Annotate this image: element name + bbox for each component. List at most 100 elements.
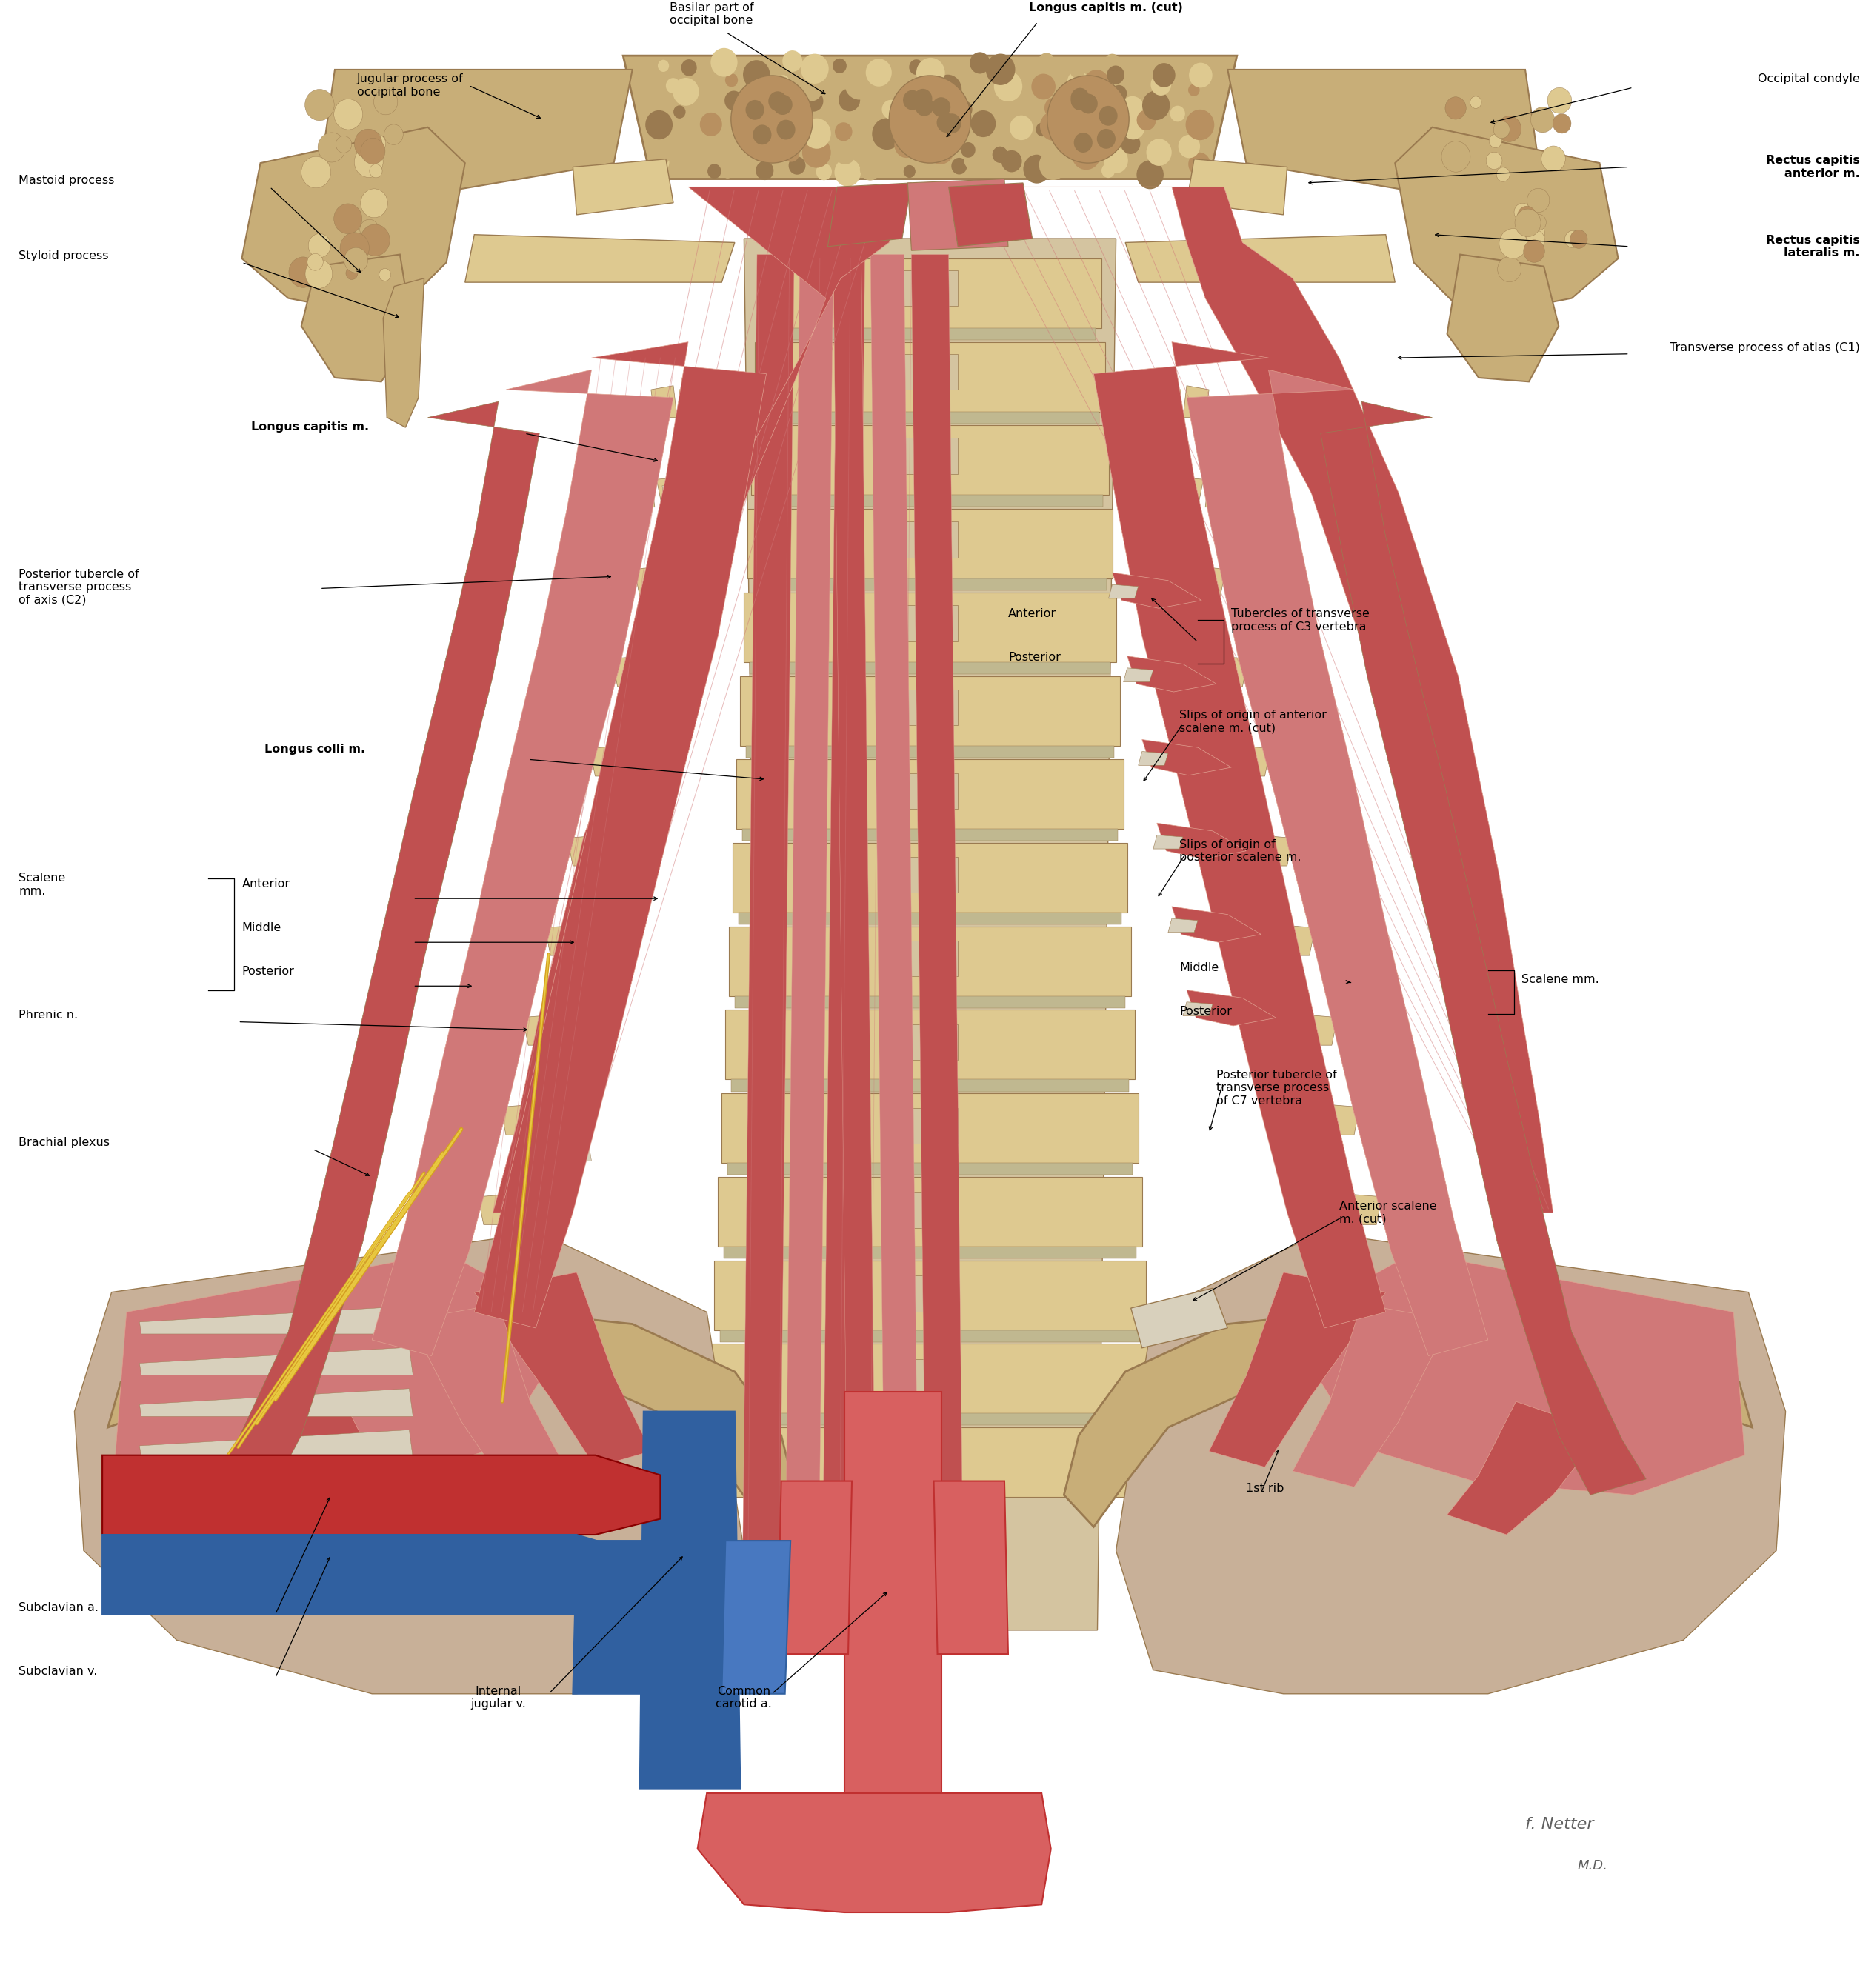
Polygon shape <box>588 916 629 944</box>
Polygon shape <box>214 402 539 1495</box>
Circle shape <box>956 101 973 119</box>
Polygon shape <box>139 1348 413 1376</box>
Circle shape <box>1068 70 1088 93</box>
Text: Anterior scalene
m. (cut): Anterior scalene m. (cut) <box>1339 1201 1436 1225</box>
Circle shape <box>1442 141 1469 173</box>
Circle shape <box>673 105 686 119</box>
Circle shape <box>1071 87 1090 107</box>
Polygon shape <box>139 1388 413 1415</box>
Circle shape <box>742 60 770 89</box>
Circle shape <box>804 91 824 111</box>
Circle shape <box>1107 66 1125 83</box>
Polygon shape <box>1306 1103 1360 1135</box>
Polygon shape <box>478 1193 532 1225</box>
Text: M.D.: M.D. <box>1577 1859 1607 1873</box>
Polygon shape <box>651 386 677 417</box>
Polygon shape <box>1239 835 1293 867</box>
Circle shape <box>1531 107 1555 133</box>
Circle shape <box>368 135 385 153</box>
Circle shape <box>904 165 915 177</box>
Circle shape <box>1071 91 1090 111</box>
Circle shape <box>904 119 919 135</box>
Circle shape <box>1040 149 1068 181</box>
Polygon shape <box>495 1014 521 1046</box>
Polygon shape <box>1228 70 1562 258</box>
Polygon shape <box>139 1429 413 1457</box>
Circle shape <box>651 153 670 173</box>
Text: Jugular process of
occipital bone: Jugular process of occipital bone <box>357 74 463 97</box>
Polygon shape <box>1293 1304 1451 1487</box>
Polygon shape <box>731 1079 1129 1091</box>
Circle shape <box>969 52 990 74</box>
Polygon shape <box>242 127 465 318</box>
Circle shape <box>1084 70 1110 97</box>
Polygon shape <box>539 835 565 867</box>
Circle shape <box>340 233 368 264</box>
Polygon shape <box>761 412 1099 423</box>
Circle shape <box>1034 135 1053 155</box>
Text: Subclavian v.: Subclavian v. <box>19 1666 97 1678</box>
Polygon shape <box>1272 744 1298 775</box>
Text: Slips of origin of anterior
scalene m. (cut): Slips of origin of anterior scalene m. (… <box>1179 710 1326 734</box>
Text: Common
carotid a.: Common carotid a. <box>716 1686 772 1710</box>
Polygon shape <box>657 475 711 507</box>
Circle shape <box>305 89 335 121</box>
Polygon shape <box>720 1330 1140 1342</box>
Text: Scalene mm.: Scalene mm. <box>1521 974 1600 986</box>
Circle shape <box>768 91 787 111</box>
Polygon shape <box>902 606 958 642</box>
Circle shape <box>1036 123 1049 137</box>
Polygon shape <box>902 1024 958 1060</box>
Circle shape <box>1177 135 1200 159</box>
Polygon shape <box>714 1260 1146 1330</box>
Circle shape <box>731 76 813 163</box>
Polygon shape <box>606 565 632 596</box>
Circle shape <box>1142 91 1170 119</box>
Polygon shape <box>679 386 733 417</box>
Polygon shape <box>662 485 703 513</box>
Circle shape <box>962 143 975 157</box>
Polygon shape <box>139 1306 413 1334</box>
Circle shape <box>733 119 748 135</box>
Polygon shape <box>1172 565 1226 596</box>
Polygon shape <box>590 744 644 775</box>
Circle shape <box>1136 161 1164 189</box>
Circle shape <box>1047 76 1129 163</box>
Circle shape <box>1527 189 1549 213</box>
Circle shape <box>835 141 856 165</box>
Circle shape <box>1073 133 1092 153</box>
Polygon shape <box>757 495 1103 507</box>
Circle shape <box>943 115 969 141</box>
Polygon shape <box>902 1107 958 1143</box>
Polygon shape <box>729 926 1131 996</box>
Circle shape <box>774 95 792 115</box>
Polygon shape <box>742 254 794 1606</box>
Polygon shape <box>612 654 666 686</box>
Polygon shape <box>1321 1252 1745 1495</box>
Circle shape <box>1040 95 1056 111</box>
Circle shape <box>839 87 859 111</box>
Text: Occipital condyle: Occipital condyle <box>1758 74 1860 85</box>
Circle shape <box>1514 209 1540 237</box>
Polygon shape <box>1183 1002 1213 1016</box>
Polygon shape <box>1157 823 1246 859</box>
Polygon shape <box>1228 565 1254 596</box>
Circle shape <box>1499 229 1527 258</box>
Polygon shape <box>711 1344 1149 1413</box>
Polygon shape <box>383 278 424 427</box>
Polygon shape <box>1362 1103 1388 1135</box>
Circle shape <box>902 89 921 109</box>
Circle shape <box>1514 203 1531 221</box>
Circle shape <box>835 159 861 187</box>
Polygon shape <box>1064 1308 1752 1527</box>
Polygon shape <box>1216 744 1270 775</box>
Text: Internal
jugular v.: Internal jugular v. <box>471 1686 526 1710</box>
Circle shape <box>1079 93 1097 113</box>
Circle shape <box>649 143 670 167</box>
Polygon shape <box>759 258 1101 328</box>
Polygon shape <box>902 690 958 726</box>
Polygon shape <box>755 342 1105 412</box>
Circle shape <box>1542 145 1566 171</box>
Polygon shape <box>567 835 621 867</box>
Polygon shape <box>738 912 1122 924</box>
